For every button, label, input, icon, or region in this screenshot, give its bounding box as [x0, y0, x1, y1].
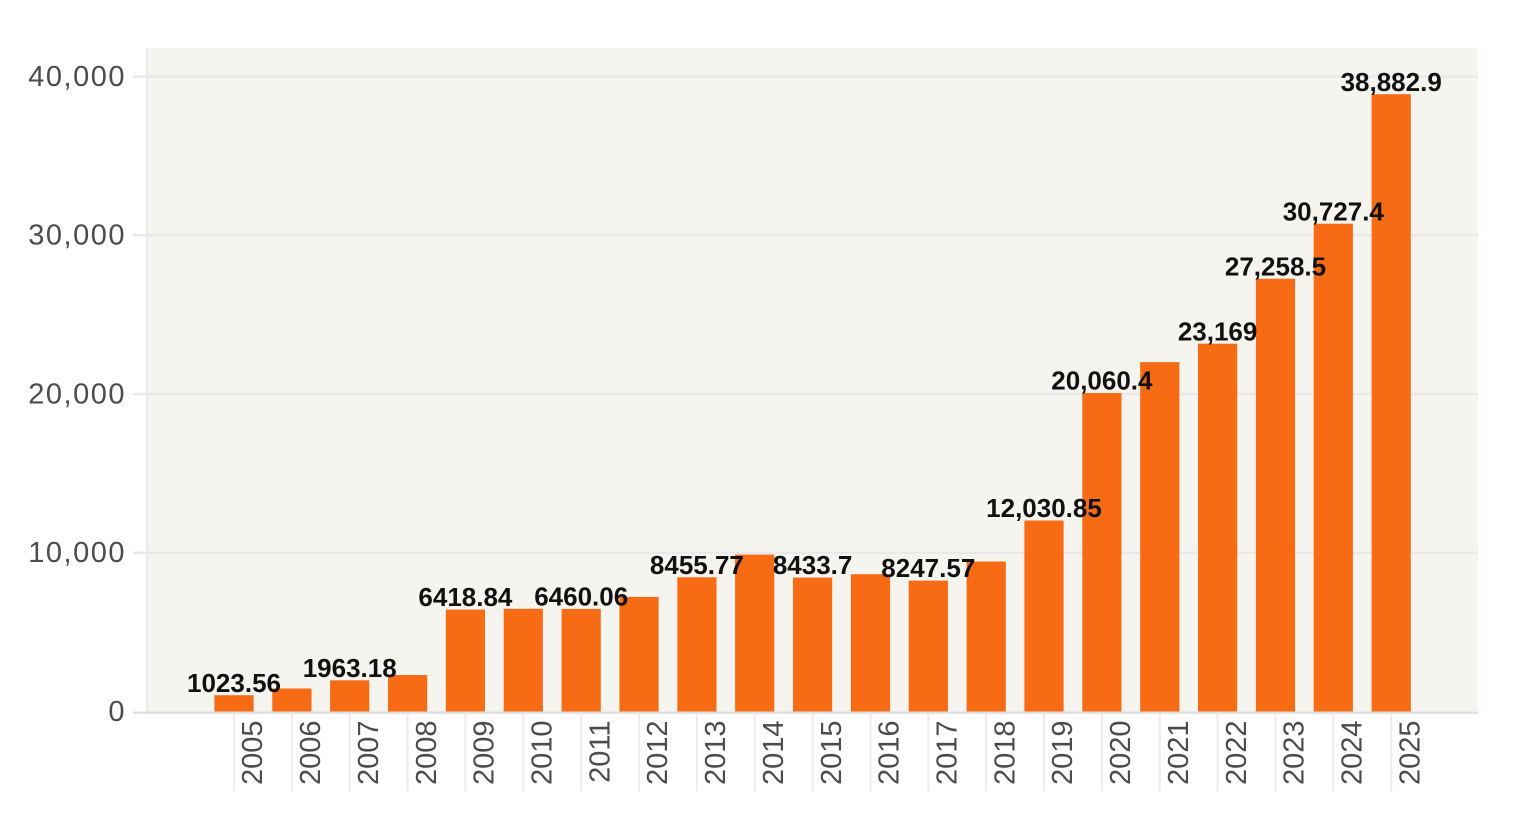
- svg-text:2022: 2022: [1221, 721, 1253, 786]
- svg-text:2019: 2019: [1047, 721, 1079, 786]
- svg-text:2021: 2021: [1163, 721, 1195, 786]
- svg-text:40,000: 40,000: [28, 61, 126, 93]
- svg-text:6460.06: 6460.06: [534, 582, 628, 612]
- svg-text:2010: 2010: [527, 721, 559, 786]
- svg-text:2014: 2014: [758, 721, 790, 786]
- svg-text:2012: 2012: [642, 721, 674, 786]
- svg-text:0: 0: [108, 696, 126, 728]
- svg-text:30,000: 30,000: [28, 220, 126, 252]
- svg-text:2024: 2024: [1337, 721, 1369, 786]
- svg-text:2025: 2025: [1394, 721, 1426, 786]
- svg-text:2023: 2023: [1279, 721, 1311, 786]
- svg-text:10,000: 10,000: [28, 537, 126, 569]
- svg-text:2006: 2006: [295, 721, 327, 786]
- svg-text:8433.7: 8433.7: [773, 550, 853, 580]
- svg-text:2008: 2008: [411, 721, 443, 786]
- svg-text:27,258.5: 27,258.5: [1225, 251, 1326, 281]
- svg-text:2009: 2009: [469, 721, 501, 786]
- svg-text:8247.57: 8247.57: [881, 553, 975, 583]
- svg-text:2013: 2013: [700, 721, 732, 786]
- svg-text:20,060.4: 20,060.4: [1051, 366, 1153, 396]
- svg-text:2016: 2016: [874, 721, 906, 786]
- svg-text:2005: 2005: [237, 721, 269, 786]
- svg-text:2011: 2011: [584, 721, 616, 783]
- svg-text:30,727.4: 30,727.4: [1283, 196, 1385, 226]
- svg-text:2015: 2015: [816, 721, 848, 786]
- svg-text:2018: 2018: [989, 721, 1021, 786]
- svg-text:1023.56: 1023.56: [187, 668, 281, 698]
- svg-text:6418.84: 6418.84: [418, 582, 513, 612]
- svg-text:20,000: 20,000: [28, 378, 126, 410]
- svg-text:38,882.9: 38,882.9: [1341, 67, 1442, 97]
- svg-text:12,030.85: 12,030.85: [986, 493, 1102, 523]
- svg-text:8455.77: 8455.77: [650, 550, 744, 580]
- svg-text:23,169: 23,169: [1178, 316, 1258, 346]
- svg-text:2020: 2020: [1105, 721, 1137, 786]
- svg-text:2007: 2007: [353, 721, 385, 786]
- svg-text:2017: 2017: [932, 721, 964, 786]
- svg-text:1963.18: 1963.18: [303, 653, 397, 683]
